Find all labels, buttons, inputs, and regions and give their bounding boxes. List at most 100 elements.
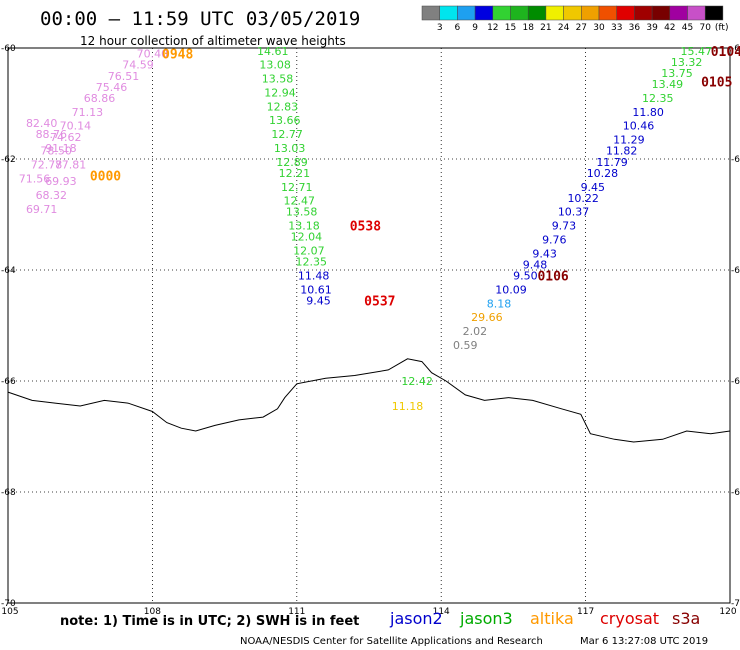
colorbar-label: 27 [576, 23, 587, 33]
footer-credit: NOAA/NESDIS Center for Satellite Applica… [240, 636, 543, 647]
x-tick-label: 111 [288, 607, 305, 617]
swh-value-label: 11.29 [613, 134, 645, 147]
swh-value-label: 12.04 [291, 231, 323, 244]
colorbar-label: 45 [682, 23, 693, 33]
pass-time-label: 0538 [350, 220, 381, 235]
swh-value-label: 13.32 [671, 56, 703, 69]
colorbar-swatch [669, 5, 688, 21]
y-tick-label: -70 [1, 599, 16, 609]
colorbar-label: 15 [505, 23, 516, 33]
swh-value-label: 9.73 [552, 220, 577, 233]
swh-value-label: 76.51 [108, 70, 140, 83]
swh-value-label: 2.02 [463, 325, 488, 338]
swh-value-label: 82.40 [26, 117, 58, 130]
colorbar-label: 9 [472, 23, 478, 33]
legend-s3a: s3a [672, 609, 700, 628]
colorbar-swatch [704, 5, 724, 21]
swh-value-label: 9.45 [581, 181, 606, 194]
swh-value-label: 9.76 [542, 233, 567, 246]
x-tick-label: 108 [144, 607, 161, 617]
swh-value-label: 12.07 [293, 245, 325, 258]
swh-value-label: 68.86 [84, 92, 116, 105]
y-tick-label: -62 [1, 155, 16, 165]
swh-value-label: 11.18 [392, 400, 424, 413]
colorbar-swatch [651, 5, 671, 21]
y-tick-label-right: -70 [731, 599, 740, 609]
y-tick-label: -64 [1, 266, 16, 276]
x-tick-label: 120 [719, 607, 736, 617]
pass-time-label: 0537 [364, 295, 395, 310]
swh-value-label: 11.79 [596, 156, 628, 169]
chart-title: 00:00 – 11:59 UTC 03/05/2019 [40, 8, 360, 30]
swh-value-label: 91.18 [45, 142, 77, 155]
axis-ticks: 105 108 111 114 117 120 -60 -60 -62 -62 -64 -64 -66 -… [1, 44, 740, 617]
swh-value-label: 78.50 [40, 145, 72, 158]
y-tick-label-right: -60 [731, 44, 740, 54]
colorbar-swatch [545, 5, 564, 21]
colorbar-swatch [687, 5, 706, 21]
colorbar-unit: (ft) [715, 23, 729, 33]
swh-value-label: 10.09 [495, 283, 527, 296]
swh-value-label: 70.40 [137, 48, 169, 61]
swh-value-label: 68.32 [36, 189, 68, 202]
swh-value-label: 9.50 [513, 270, 538, 283]
colorbar-label: 21 [540, 23, 551, 33]
swh-value-label: 10.37 [558, 206, 590, 219]
colorbar-label: 18 [522, 23, 534, 33]
pass-time-label: 0104 [711, 45, 740, 60]
time-labels: 0948 0000 0538 0537 0106 0104 0105 [90, 45, 740, 310]
swh-value-label: 71.13 [72, 106, 104, 119]
colorbar-swatch [634, 5, 653, 21]
swh-value-label: 0.59 [453, 339, 478, 352]
swh-value-label: 11.82 [606, 145, 638, 158]
colorbar-label: 42 [664, 23, 675, 33]
swh-value-label: 12.77 [271, 128, 303, 141]
swh-value-label: 10.61 [300, 283, 332, 296]
colorbar-label: 12 [487, 23, 498, 33]
y-tick-label-right: -68 [731, 488, 740, 498]
swh-value-label: 13.03 [274, 142, 306, 155]
swh-value-label: 70.14 [60, 120, 92, 133]
colorbar-label: 24 [558, 23, 570, 33]
swh-value-label: 12.35 [295, 256, 327, 269]
swh-value-label: 12.35 [642, 92, 674, 105]
pass-time-label: 0000 [90, 170, 121, 185]
colorbar-swatch [474, 5, 494, 21]
swh-value-label: 10.46 [623, 120, 655, 133]
swh-value-label: 13.18 [288, 220, 320, 233]
colorbar-swatch [563, 5, 582, 21]
legend-jason3: jason3 [459, 609, 513, 628]
coastline-path [7, 358, 731, 443]
y-tick-label: -68 [1, 488, 16, 498]
swh-value-label: 88.76 [36, 128, 68, 141]
swh-value-label: 12.94 [264, 86, 296, 99]
y-tick-label: -60 [1, 44, 16, 54]
swh-value-label: 12.83 [267, 100, 299, 113]
colorbar-label: 3 [437, 23, 443, 33]
swh-value-label: 77.81 [55, 159, 87, 172]
swh-value-label: 69.71 [26, 203, 58, 216]
swh-value-label: 13.49 [652, 78, 684, 91]
pass-time-label: 0948 [162, 48, 193, 63]
swh-value-label: 11.48 [298, 270, 330, 283]
swh-value-label: 13.08 [259, 59, 291, 72]
colorbar-label: 70 [699, 23, 711, 33]
legend-cryosat: cryosat [600, 609, 659, 628]
satellite-tracks: 70.4074.5976.5175.4668.8671.1370.1474.62… [19, 45, 712, 413]
swh-value-label: 9.48 [523, 258, 548, 271]
swh-value-label: 14.61 [257, 45, 289, 58]
swh-value-label: 72.78 [31, 159, 63, 172]
swh-value-label: 11.80 [632, 106, 664, 119]
x-tick-label: 105 [1, 607, 18, 617]
pass-time-label: 0106 [537, 270, 568, 285]
colorbar-label: 33 [611, 23, 622, 33]
legend-altika: altika [530, 609, 574, 628]
pass-time-label: 0105 [701, 75, 732, 90]
colorbar-label: 30 [593, 23, 605, 33]
colorbar-label: 39 [646, 23, 658, 33]
colorbar-swatch [492, 5, 511, 21]
legend-jason2: jason2 [389, 609, 443, 628]
y-tick-label-right: -66 [731, 377, 740, 387]
swh-value-label: 12.47 [283, 195, 315, 208]
